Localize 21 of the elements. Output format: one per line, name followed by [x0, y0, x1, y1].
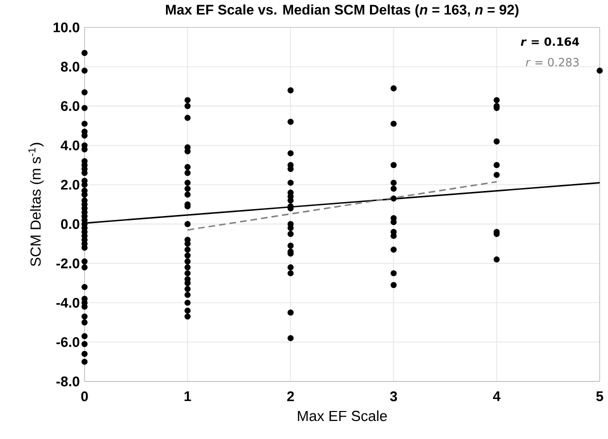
x-tick-label: 0: [81, 391, 88, 402]
y-tick-label: -2.0: [56, 258, 80, 268]
x-tick-label: 2: [287, 391, 294, 402]
y-tick-label: -8.0: [56, 376, 80, 386]
x-tick-label: 1: [184, 391, 192, 401]
y-tick-label: 4.0: [60, 140, 80, 150]
annotation: r = 0.164: [520, 37, 580, 46]
y-tick-label: 2.0: [60, 180, 80, 190]
chart-title: Max EF Scale vs. Median SCM Deltas (n = 163, n = 92): [166, 4, 518, 18]
y-tick-label: 0.0: [61, 219, 80, 229]
y-tick-label: 10.0: [54, 22, 80, 32]
y-tick-label: -4.0: [56, 298, 80, 308]
x-tick-label: 4: [493, 391, 500, 401]
x-tick-label: 3: [390, 391, 398, 402]
y-tick-label: 6.0: [61, 101, 80, 111]
y-tick-label: -6.0: [56, 337, 80, 347]
y-axis-title: SCM Deltas (m s$^{-1}$): [28, 142, 44, 266]
annotation: r = 0.283: [526, 58, 579, 66]
x-axis-title: Max EF Scale: [298, 410, 387, 422]
y-tick-label: 8.0: [60, 62, 80, 72]
x-tick-label: 5: [596, 391, 604, 402]
